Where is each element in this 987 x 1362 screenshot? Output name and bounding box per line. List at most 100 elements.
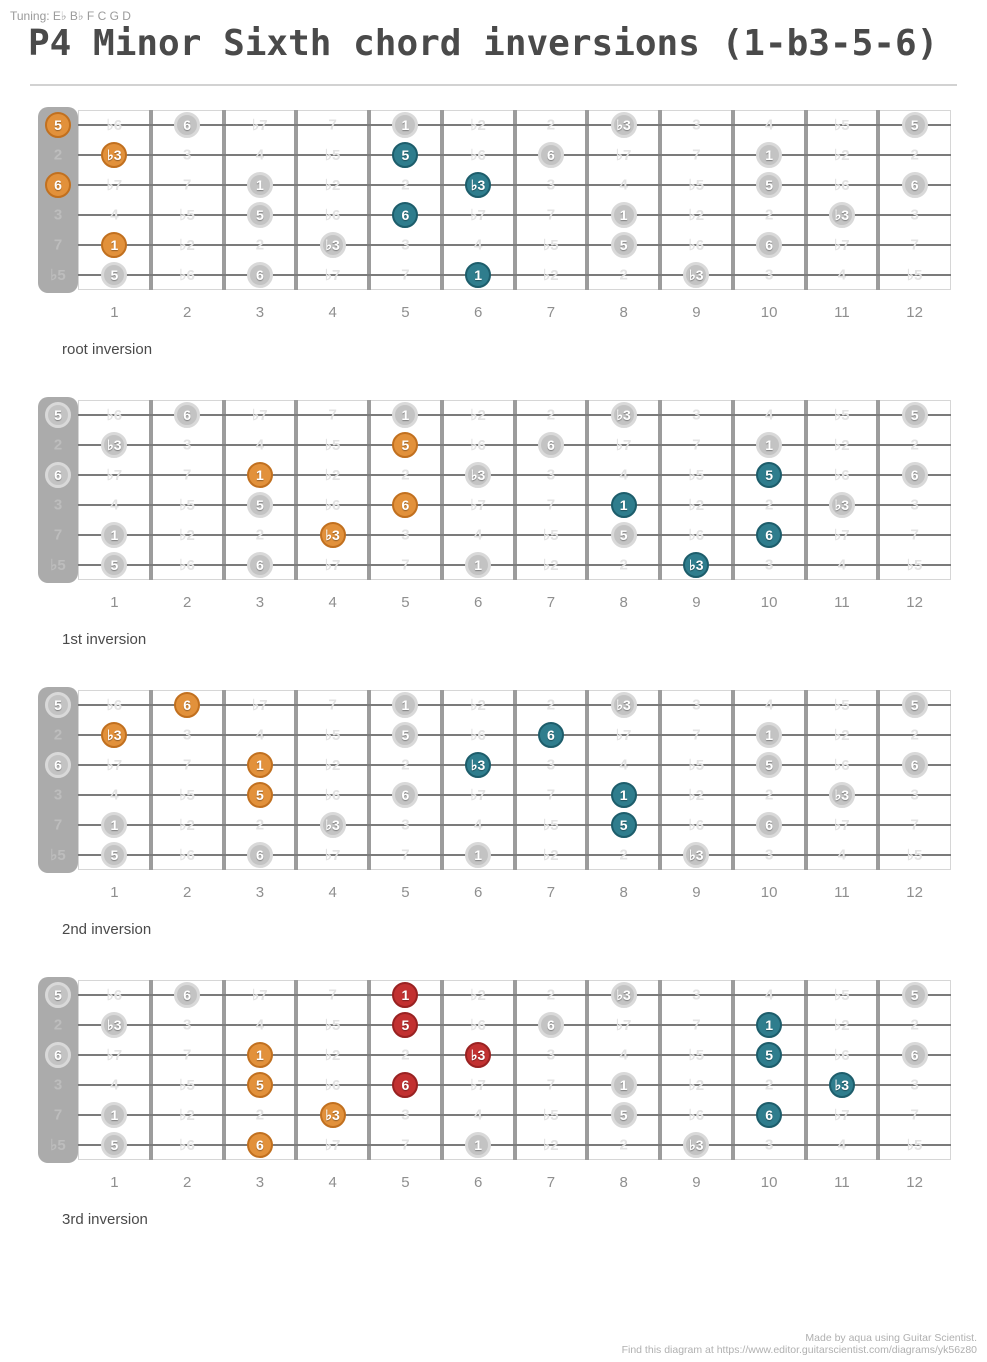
- fret-wire: [367, 980, 371, 1160]
- note-dot: ♭3: [465, 752, 492, 778]
- fret-number: 2: [182, 594, 192, 611]
- scale-degree-label: 2: [910, 436, 919, 454]
- scale-degree-label: ♭7: [615, 1017, 632, 1034]
- note-dot: 1: [756, 722, 783, 748]
- fret-wire: [730, 690, 735, 870]
- tuning-label: Tuning: E♭ B♭ F C G D: [10, 9, 131, 23]
- scale-degree-label: ♭5: [179, 1077, 195, 1094]
- fret-number: 7: [546, 1174, 556, 1191]
- string-line: [78, 1144, 951, 1146]
- scale-degree-label: 2: [910, 726, 919, 744]
- scale-degree-label: 2: [910, 146, 919, 164]
- fret-wire: [221, 110, 226, 290]
- note-dot: ♭3: [683, 842, 710, 868]
- fret-number: 6: [473, 304, 483, 321]
- fret-wire: [148, 110, 153, 290]
- scale-degree-label: 3: [546, 466, 556, 484]
- fret-number: 10: [760, 1174, 778, 1191]
- scale-degree-label: ♭6: [688, 527, 705, 544]
- scale-degree-label: ♭5: [906, 1137, 923, 1154]
- open-string-label: 7: [53, 1106, 63, 1124]
- fretboard: 5 ♭6 6 ♭7 7 1 ♭2 2 ♭3 3 4 ♭5 5 2 ♭3 3 4 ♭5 5 ♭6 6 ♭7 7 1 ♭2 2 6 ♭7 7…: [38, 397, 951, 583]
- string-line: [78, 704, 951, 706]
- fret-number: 2: [182, 1174, 192, 1191]
- scale-degree-label: ♭2: [834, 727, 850, 744]
- note-dot: 1: [392, 112, 419, 138]
- note-dot: 6: [537, 722, 564, 748]
- scale-degree-label: 3: [910, 1076, 919, 1094]
- open-string-label: 3: [53, 786, 63, 804]
- scale-degree-label: ♭2: [688, 787, 705, 804]
- scale-degree-label: 4: [110, 786, 119, 804]
- open-string-label: ♭5: [50, 847, 66, 864]
- inversion-caption: root inversion: [62, 341, 153, 358]
- scale-degree-label: 3: [910, 786, 919, 804]
- note-dot: 6: [246, 1132, 273, 1158]
- string-line: [78, 244, 951, 246]
- string-line: [78, 1114, 951, 1116]
- scale-degree-label: ♭7: [834, 527, 850, 544]
- scale-degree-label: 2: [255, 236, 265, 254]
- string-line: [78, 734, 951, 736]
- scale-degree-label: ♭6: [688, 817, 705, 834]
- footer: Made by aqua using Guitar Scientist. Fin…: [622, 1332, 977, 1357]
- scale-degree-label: ♭2: [470, 407, 486, 424]
- fret-number: 11: [834, 884, 850, 901]
- string-line: [78, 564, 951, 566]
- scale-degree-label: 7: [910, 816, 919, 834]
- scale-degree-label: ♭5: [543, 1107, 559, 1124]
- scale-degree-label: 3: [182, 146, 192, 164]
- scale-degree-label: 4: [764, 696, 774, 714]
- fret-number: 10: [760, 594, 778, 611]
- open-string-label: ♭5: [50, 557, 66, 574]
- note-dot: 1: [465, 552, 492, 578]
- scale-degree-label: 3: [910, 496, 919, 514]
- note-dot: 5: [246, 202, 273, 228]
- scale-degree-label: ♭5: [834, 697, 850, 714]
- scale-degree-label: 7: [182, 176, 192, 194]
- open-note-dot: 6: [45, 172, 71, 198]
- scale-degree-label: 7: [546, 1076, 556, 1094]
- scale-degree-label: ♭2: [179, 527, 195, 544]
- scale-degree-label: 3: [692, 696, 701, 714]
- scale-degree-label: ♭5: [543, 237, 559, 254]
- scale-degree-label: ♭7: [834, 1107, 850, 1124]
- scale-degree-label: 7: [182, 466, 192, 484]
- note-dot: 5: [101, 262, 128, 288]
- scale-degree-label: ♭6: [834, 1047, 850, 1064]
- open-string-label: 7: [53, 526, 63, 544]
- scale-degree-label: ♭6: [179, 847, 195, 864]
- inversion-caption: 3rd inversion: [62, 1211, 148, 1228]
- note-dot: ♭3: [683, 552, 710, 578]
- fret-wire: [439, 980, 444, 1160]
- inversion-caption: 1st inversion: [62, 631, 147, 648]
- fret-number: 4: [328, 884, 337, 901]
- string-line: [78, 764, 951, 766]
- scale-degree-label: ♭2: [324, 177, 341, 194]
- fret-number: 4: [328, 594, 337, 611]
- scale-degree-label: 3: [910, 206, 919, 224]
- scale-degree-label: ♭6: [106, 697, 123, 714]
- scale-degree-label: 4: [473, 816, 483, 834]
- scale-degree-label: ♭7: [615, 727, 632, 744]
- fret-number: 3: [255, 1174, 265, 1191]
- fret-wire: [585, 110, 590, 290]
- fret-wire: [221, 690, 226, 870]
- note-dot: ♭3: [610, 402, 637, 428]
- note-dot: 6: [392, 782, 419, 808]
- note-dot: 5: [392, 142, 419, 168]
- fret-wire: [367, 400, 371, 580]
- note-dot: 6: [901, 172, 928, 198]
- footer-link: Find this diagram at https://www.editor.…: [621, 1344, 977, 1357]
- string-line: [78, 1054, 951, 1056]
- open-string-label: 2: [53, 436, 63, 454]
- note-dot: 5: [392, 722, 419, 748]
- scale-degree-label: ♭6: [688, 237, 705, 254]
- scale-degree-label: ♭5: [324, 147, 341, 164]
- scale-degree-label: 2: [255, 1106, 265, 1124]
- fret-wire: [148, 690, 153, 870]
- fret-number: 2: [182, 884, 192, 901]
- note-dot: 1: [392, 982, 419, 1008]
- nut: [38, 107, 78, 293]
- fret-wire: [730, 110, 735, 290]
